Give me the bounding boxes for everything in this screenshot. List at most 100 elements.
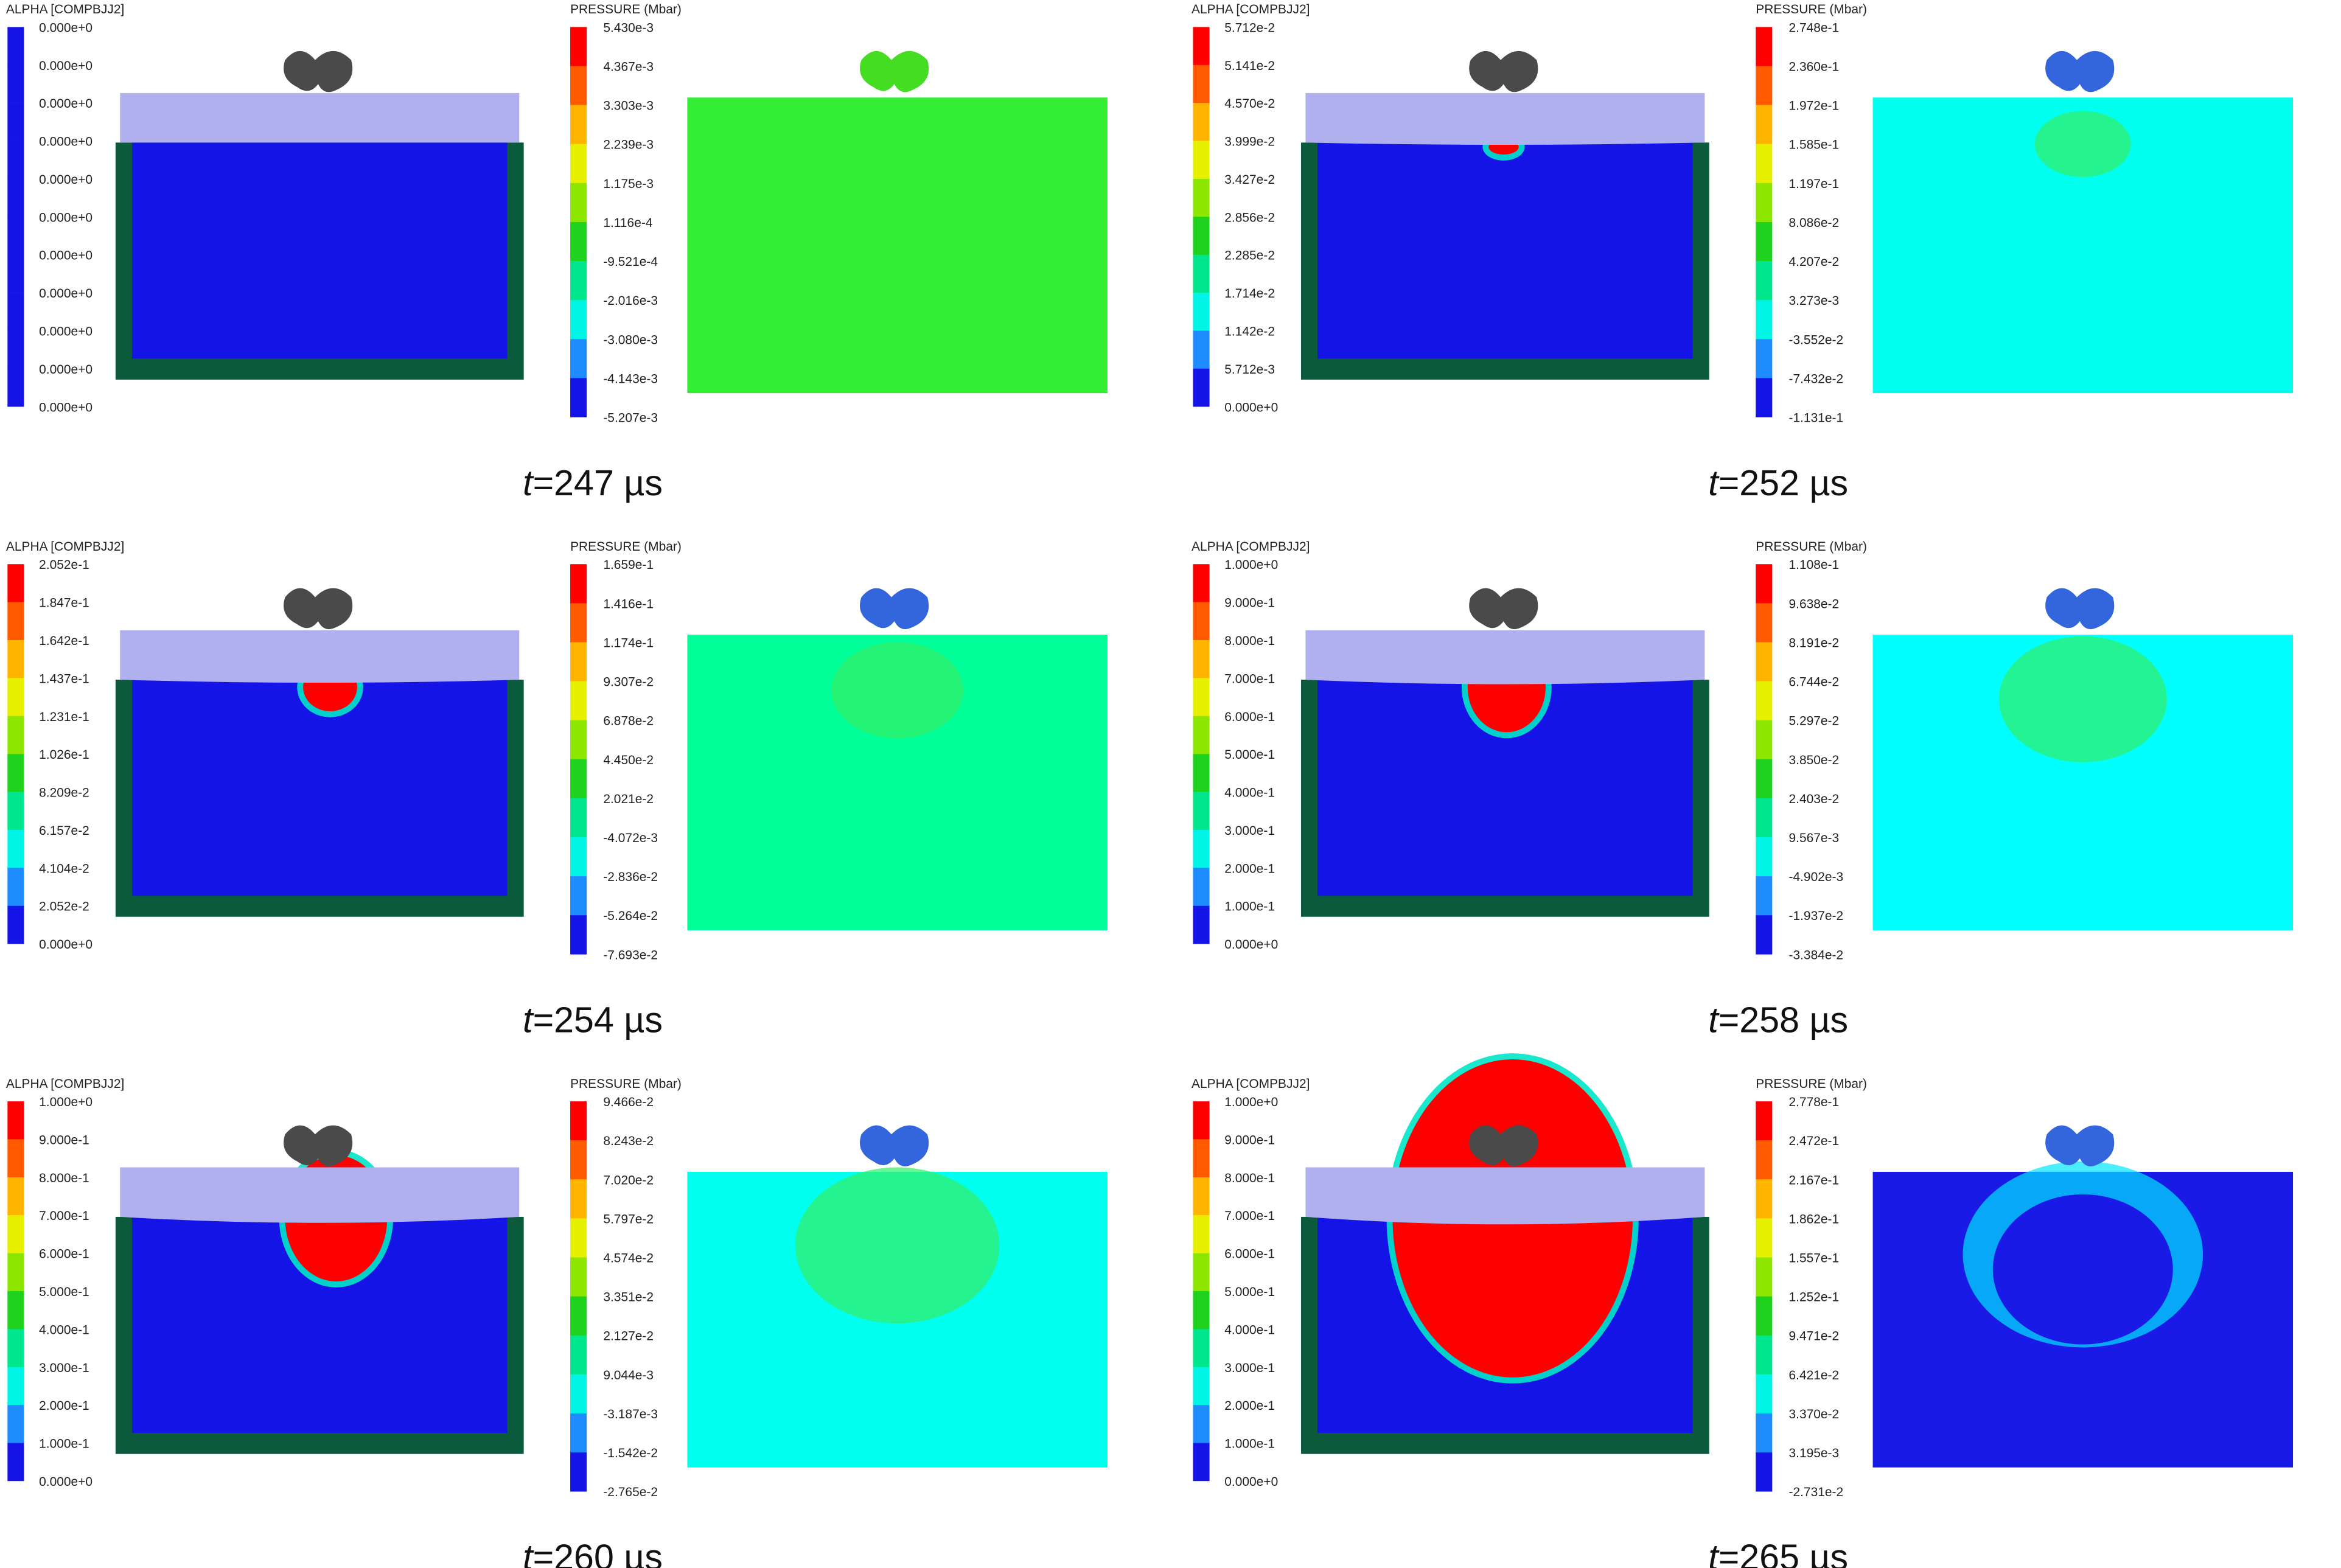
colorbar-band xyxy=(1756,1452,1773,1492)
pressure-wave xyxy=(1998,636,2167,762)
legend-label: -7.432e-2 xyxy=(1788,372,1843,386)
colorbar-band xyxy=(1756,837,1773,877)
caption-variable: t xyxy=(1708,462,1720,503)
target xyxy=(1317,142,1693,359)
colorbar-band xyxy=(570,642,587,681)
legend-label: 2.021e-2 xyxy=(603,792,654,806)
legend-label: 1.642e-1 xyxy=(39,634,89,648)
colorbar-band xyxy=(570,144,587,184)
legend-title: ALPHA [COMPBJJ2] xyxy=(6,2,124,16)
projectile xyxy=(1469,588,1538,630)
legend-label: -3.552e-2 xyxy=(1788,333,1843,347)
projectile xyxy=(284,51,353,92)
colorbar-band xyxy=(1193,792,1210,831)
legend-title: ALPHA [COMPBJJ2] xyxy=(1191,1077,1310,1091)
colorbar-band xyxy=(1193,1367,1210,1406)
legend-label: 1.847e-1 xyxy=(39,596,89,610)
legend-label: 4.574e-2 xyxy=(603,1252,654,1266)
legend-label: -4.902e-3 xyxy=(1788,870,1843,884)
legend-label: 1.174e-1 xyxy=(603,636,654,650)
plate xyxy=(120,630,520,683)
colorbar-band xyxy=(1193,27,1210,66)
colorbar-band xyxy=(570,1335,587,1375)
panel: ALPHA [COMPBJJ2] 2.052e-1 1.847e-1 1.642e-1… xyxy=(6,540,1108,1040)
legend-label: 2.856e-2 xyxy=(1224,211,1275,225)
colorbar-band xyxy=(1193,1177,1210,1216)
time-caption: t=252 µs xyxy=(1708,462,1848,503)
legend-label: -4.143e-3 xyxy=(603,372,658,386)
legend-label: 1.231e-1 xyxy=(39,710,89,724)
legend-label: 0.000e+0 xyxy=(1224,400,1278,414)
colorbar-band xyxy=(1756,876,1773,916)
legend-label: 5.712e-3 xyxy=(1224,363,1275,377)
colorbar-band xyxy=(1756,915,1773,955)
legend-label: 3.850e-2 xyxy=(1788,753,1839,767)
legend-title: ALPHA [COMPBJJ2] xyxy=(1191,2,1310,16)
colorbar-band xyxy=(1756,300,1773,340)
colorbar-band xyxy=(1193,254,1210,293)
legend-label: 6.878e-2 xyxy=(603,714,654,728)
legend-label: -3.187e-3 xyxy=(603,1407,658,1421)
colorbar-band xyxy=(1193,639,1210,678)
colorbar-band xyxy=(1193,868,1210,906)
legend-label: 8.000e-1 xyxy=(39,1171,89,1185)
legend-label: 1.972e-1 xyxy=(1788,99,1839,113)
legend-label: -3.080e-3 xyxy=(603,333,658,347)
legend-title: ALPHA [COMPBJJ2] xyxy=(6,540,124,554)
colorbar-band xyxy=(570,27,587,66)
legend-title: PRESSURE (Mbar) xyxy=(1756,1077,1867,1091)
legend-label: 9.638e-2 xyxy=(1788,597,1839,611)
legend-label: -4.072e-3 xyxy=(603,831,658,845)
colorbar-band xyxy=(570,1101,587,1141)
colorbar-band xyxy=(1756,144,1773,184)
colorbar-band xyxy=(7,754,24,792)
projectile xyxy=(284,588,353,630)
legend-label: 2.000e-1 xyxy=(39,1399,89,1413)
caption-value: =265 µs xyxy=(1718,1536,1848,1568)
colorbar-band xyxy=(570,681,587,720)
colorbar-band xyxy=(7,1443,24,1482)
caption-variable: t xyxy=(523,462,534,503)
colorbar-band xyxy=(7,1405,24,1443)
panel: ALPHA [COMPBJJ2] 0.000e+0 0.000e+0 0.000e+0… xyxy=(6,2,1108,503)
colorbar-band xyxy=(7,368,24,407)
legend-title: PRESSURE (Mbar) xyxy=(1756,2,1867,16)
legend-label: 4.000e-1 xyxy=(1224,1323,1275,1337)
colorbar-band xyxy=(1756,339,1773,378)
pressure-core xyxy=(1992,1194,2173,1345)
colorbar-band xyxy=(7,141,24,179)
colorbar-band xyxy=(7,254,24,293)
colorbar-band xyxy=(570,759,587,799)
colorbar-band xyxy=(570,339,587,378)
legend-label: 1.000e+0 xyxy=(1224,1095,1278,1109)
colorbar-band xyxy=(1756,681,1773,720)
colorbar-band xyxy=(570,1179,587,1219)
panel: ALPHA [COMPBJJ2] 1.000e+0 9.000e-1 8.000e-1… xyxy=(6,1077,1108,1568)
legend-label: 0.000e+0 xyxy=(39,325,92,339)
legend-label: 1.557e-1 xyxy=(1788,1252,1839,1266)
colorbar-band xyxy=(570,876,587,916)
legend-label: 1.142e-2 xyxy=(1224,325,1275,339)
time-caption: t=258 µs xyxy=(1708,1000,1848,1040)
plate xyxy=(1305,92,1705,145)
legend-label: 1.862e-1 xyxy=(1788,1212,1839,1226)
legend-label: 4.104e-2 xyxy=(39,862,89,876)
colorbar-band xyxy=(7,639,24,678)
colorbar-band xyxy=(7,868,24,906)
colorbar-band xyxy=(1193,1215,1210,1253)
legend-label: 6.000e-1 xyxy=(1224,1247,1275,1261)
colorbar-band xyxy=(7,27,24,66)
legend-label: 2.360e-1 xyxy=(1788,60,1839,74)
colorbar-band xyxy=(1193,716,1210,754)
legend-label: 0.000e+0 xyxy=(39,21,92,35)
legend-label: 5.141e-2 xyxy=(1224,59,1275,73)
legend-label: 8.209e-2 xyxy=(39,786,89,800)
colorbar-band xyxy=(7,1177,24,1216)
colorbar-band xyxy=(1756,66,1773,105)
colorbar-band xyxy=(7,1139,24,1178)
legend-label: 2.285e-2 xyxy=(1224,249,1275,263)
legend-label: 1.000e-1 xyxy=(1224,1437,1275,1451)
legend-label: 0.000e+0 xyxy=(1224,938,1278,952)
legend-label: -9.521e-4 xyxy=(603,255,658,269)
legend-label: 5.000e-1 xyxy=(1224,1285,1275,1299)
